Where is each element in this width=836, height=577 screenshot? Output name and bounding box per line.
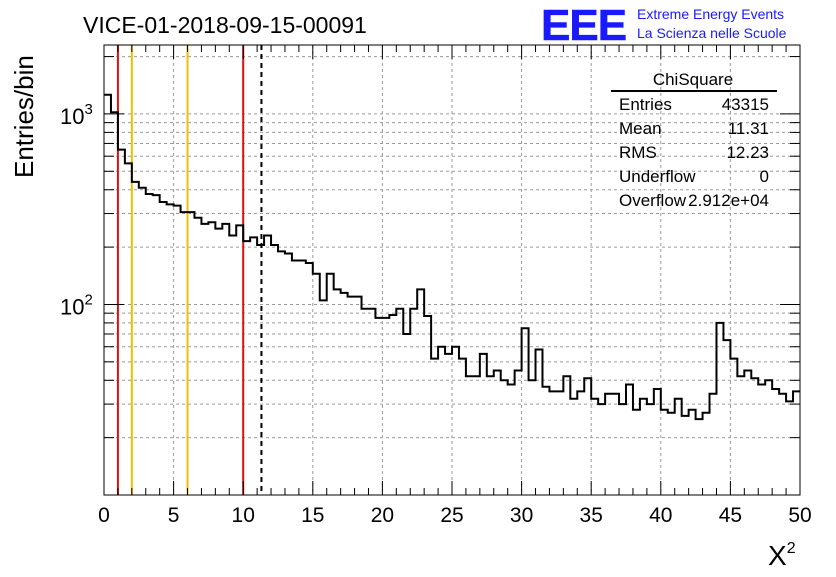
x-tick-label: 25 (440, 504, 463, 527)
x-tick-label: 30 (510, 504, 533, 527)
stats-label: Overflow (619, 191, 687, 210)
axis-ticks (103, 45, 801, 496)
x-tick-label: 50 (788, 504, 811, 527)
y-tick-label: 102 (60, 291, 93, 319)
x-axis-label-base: X (768, 540, 787, 571)
logo-subtitle-line2: La Scienza nelle Scuole (637, 25, 787, 41)
chart-title: VICE-01-2018-09-15-00091 (83, 12, 367, 38)
stats-label: Mean (619, 119, 662, 138)
stats-value: 0 (760, 167, 769, 186)
stats-value: 11.31 (728, 119, 769, 138)
stats-box: ChiSquare Entries 43315 Mean 11.31 RMS 12.23 U… (611, 70, 777, 210)
x-tick-labels: 0 5 10 15 20 25 30 35 40 45 50 (98, 504, 812, 527)
stats-rows: Entries 43315 Mean 11.31 RMS 12.23 Underflow 0 O… (619, 95, 769, 210)
y-axis-label: Entries/bin (9, 55, 39, 178)
stats-value: 43315 (722, 95, 769, 114)
stats-box-title: ChiSquare (653, 70, 733, 89)
x-axis-label-exponent: 2 (787, 540, 796, 557)
y-tick-label-exponent: 2 (84, 291, 92, 308)
stats-value: 2.912e+04 (688, 191, 769, 210)
y-tick-label-exponent: 3 (84, 101, 92, 118)
stats-value: 12.23 (726, 143, 769, 162)
x-tick-label: 20 (371, 504, 394, 527)
y-tick-label-base: 10 (60, 294, 84, 319)
plot-frame (103, 44, 801, 496)
stats-label: RMS (619, 143, 657, 162)
x-tick-label: 45 (719, 504, 742, 527)
eee-logo: EEE (541, 1, 626, 50)
x-tick-label: 0 (98, 504, 110, 527)
x-tick-label: 5 (168, 504, 180, 527)
x-tick-label: 35 (580, 504, 603, 527)
histogram-series (104, 93, 800, 421)
x-tick-label: 10 (232, 504, 255, 527)
y-tick-label-base: 10 (60, 104, 84, 129)
grid (104, 45, 800, 495)
marker-lines (116, 45, 263, 495)
x-tick-label: 40 (649, 504, 672, 527)
x-tick-label: 15 (301, 504, 324, 527)
stats-label: Underflow (619, 167, 696, 186)
logo-subtitle-line1: Extreme Energy Events (637, 6, 784, 22)
x-axis-label: X2 (768, 540, 796, 571)
stats-label: Entries (619, 95, 672, 114)
y-tick-label: 103 (60, 101, 93, 129)
